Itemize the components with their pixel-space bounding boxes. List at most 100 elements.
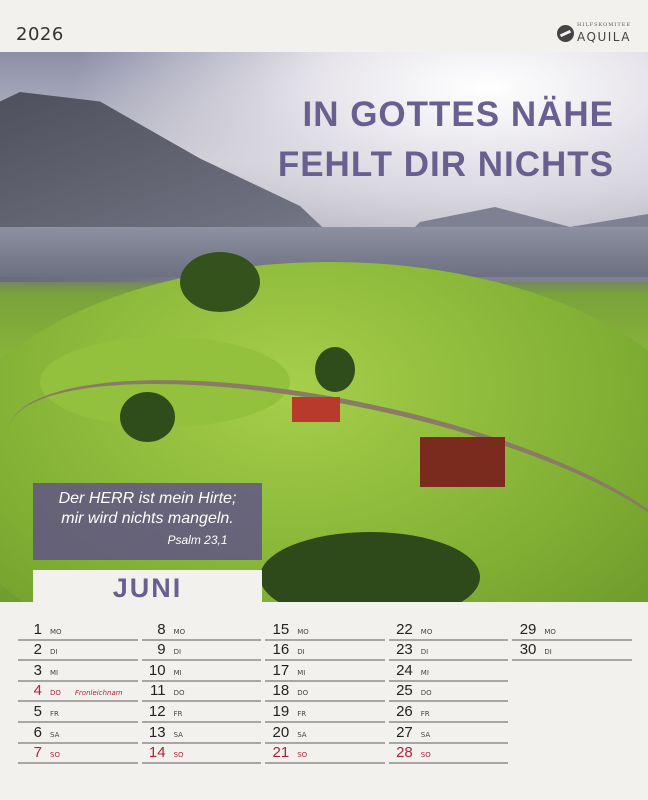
calendar-day-row: 4 DO Fronleichnam	[18, 682, 138, 703]
day-number: 11	[150, 682, 166, 700]
day-number: 9	[157, 641, 166, 659]
weekday: SO	[50, 751, 60, 760]
calendar-day-row: 5 FR	[18, 702, 138, 723]
logo-name: AQUILA	[577, 30, 631, 44]
calendar-week-column: 15 MO 16 DI 17 MI 18 DO 19 FR 20 SA 21 SO	[265, 620, 385, 765]
calendar-day-row: 16 DI	[265, 641, 385, 662]
day-number: 10	[148, 661, 166, 679]
weekday: DO	[420, 689, 432, 698]
calendar-day-row: 28 SO	[388, 744, 509, 765]
day-number: 8	[157, 620, 166, 638]
day-number: 3	[33, 661, 42, 679]
weekday: MO	[297, 627, 309, 636]
day-number: 14	[148, 744, 166, 762]
day-number: 7	[33, 744, 42, 762]
calendar-day-row: 20 SA	[265, 723, 385, 744]
calendar-week-column: 8 MO 9 DI 10 MI 11 DO 12 FR 13 SA 14 SO	[141, 620, 262, 765]
aquila-logo: HILFSKOMITEE AQUILA	[557, 22, 631, 45]
weekday: FR	[420, 709, 430, 718]
weekday: SO	[173, 751, 184, 760]
calendar-day-row: 25 DO	[388, 682, 509, 703]
day-number: 30	[519, 641, 537, 659]
weekday: DO	[297, 689, 309, 698]
landscape-photo: IN GOTTES NÄHE FEHLT DIR NICHTS	[0, 52, 648, 602]
day-number: 20	[272, 723, 290, 741]
weekday: MO	[420, 627, 433, 636]
day-number: 16	[272, 641, 290, 659]
verse-line: Der HERR ist mein Hirte;	[58, 490, 237, 507]
calendar-day-row: 23 DI	[388, 641, 509, 662]
weekday: SO	[420, 751, 431, 760]
weekday: MI	[173, 668, 182, 677]
logo-subtitle: HILFSKOMITEE	[577, 22, 631, 28]
bible-verse-box: Der HERR ist mein Hirte; mir wird nichts…	[33, 483, 262, 560]
calendar-week-column: 22 MO 23 DI 24 MI 25 DO 26 FR 27 SA 28 SO	[388, 620, 509, 765]
calendar-day-row: 9 DI	[141, 641, 262, 662]
headline-line-2: FEHLT DIR NICHTS	[277, 145, 614, 184]
weekday: MO	[544, 627, 556, 636]
day-number: 5	[33, 702, 42, 720]
day-number: 27	[396, 723, 413, 741]
calendar-day-row: 12 FR	[141, 702, 262, 723]
day-number: 19	[272, 702, 290, 720]
weekday: DI	[297, 648, 305, 657]
calendar-day-row: 10 MI	[141, 661, 262, 682]
calendar-day-row: 29 MO	[512, 620, 632, 641]
weekday: SA	[420, 730, 431, 739]
day-number: 28	[396, 744, 413, 762]
headline: IN GOTTES NÄHE FEHLT DIR NICHTS	[278, 90, 614, 190]
weekday: SA	[50, 730, 60, 739]
weekday: SO	[297, 751, 308, 760]
calendar-week-column: 1 MO 2 DI 3 MI 4 DO Fronleichnam 5 FR 6 SA 7 SO	[18, 620, 138, 765]
day-number: 21	[272, 744, 290, 762]
weekday: FR	[297, 709, 307, 718]
day-number: 18	[272, 682, 290, 700]
holiday-label: Fronleichnam	[74, 689, 123, 698]
calendar-day-row: 22 MO	[388, 620, 509, 641]
calendar-day-row: 1 MO	[18, 620, 138, 641]
eagle-icon	[557, 25, 574, 42]
year: 2026	[16, 24, 64, 45]
day-number: 17	[272, 661, 290, 679]
weekday: DO	[50, 689, 61, 698]
calendar-week-column: 29 MO 30 DI	[512, 620, 632, 764]
calendar-grid: 1 MO 2 DI 3 MI 4 DO Fronleichnam 5 FR 6 SA 7 SO 8 MO 9 DI 1…	[18, 620, 632, 765]
verse-reference: Psalm 23,1	[167, 533, 228, 547]
calendar-day-row: 7 SO	[18, 744, 138, 765]
day-number: 13	[148, 723, 166, 741]
weekday: MI	[420, 668, 429, 677]
weekday: MI	[50, 668, 59, 677]
calendar-day-row: 17 MI	[265, 661, 385, 682]
calendar-day-row: 21 SO	[265, 744, 385, 765]
weekday: DI	[50, 648, 58, 657]
day-number: 4	[33, 682, 42, 700]
weekday: FR	[50, 709, 59, 718]
calendar-day-row: 24 MI	[388, 661, 509, 682]
headline-line-1: IN GOTTES NÄHE	[302, 95, 614, 134]
calendar-day-row: 27 SA	[388, 723, 509, 744]
day-number: 15	[272, 620, 290, 638]
day-number: 1	[33, 620, 42, 638]
calendar-day-row: 8 MO	[141, 620, 262, 641]
calendar-day-row: 15 MO	[265, 620, 385, 641]
calendar-day-row: 30 DI	[512, 641, 632, 662]
calendar-day-row: 2 DI	[18, 641, 138, 662]
weekday: DI	[173, 648, 182, 657]
calendar-day-row: 3 MI	[18, 661, 138, 682]
calendar-day-row: 26 FR	[388, 702, 509, 723]
day-number: 12	[148, 702, 166, 720]
calendar-day-row: 14 SO	[141, 744, 262, 765]
calendar-day-row: 19 FR	[265, 702, 385, 723]
weekday: MO	[50, 627, 62, 636]
day-number: 25	[396, 682, 413, 700]
calendar-day-row: 18 DO	[265, 682, 385, 703]
calendar-day-row: 13 SA	[141, 723, 262, 744]
weekday: MI	[297, 668, 306, 677]
weekday: SA	[297, 730, 307, 739]
weekday: SA	[173, 730, 183, 739]
weekday: FR	[173, 709, 183, 718]
day-number: 23	[396, 641, 413, 659]
calendar-day-row: 11 DO	[141, 682, 262, 703]
day-number: 29	[519, 620, 537, 638]
weekday: DI	[420, 648, 429, 657]
